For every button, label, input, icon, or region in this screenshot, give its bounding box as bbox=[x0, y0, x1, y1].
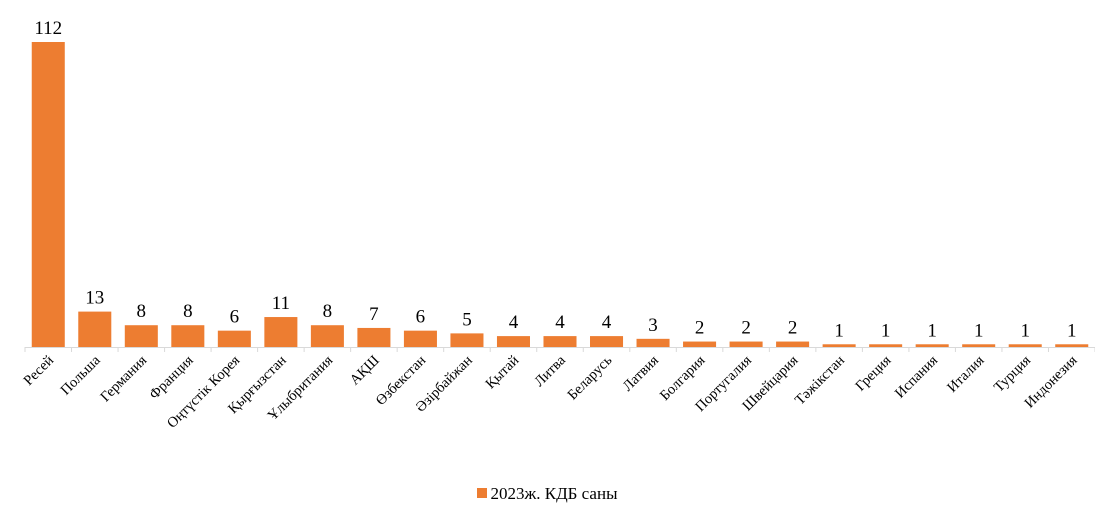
data-label: 4 bbox=[509, 312, 519, 333]
bar bbox=[915, 344, 949, 347]
data-label: 2 bbox=[741, 318, 751, 339]
bar bbox=[31, 42, 65, 347]
data-label: 112 bbox=[34, 18, 62, 39]
category-label: Турция bbox=[991, 352, 1034, 395]
category-label: Италия bbox=[944, 352, 988, 396]
data-label: 1 bbox=[927, 320, 937, 341]
bar bbox=[822, 344, 856, 347]
data-label: 8 bbox=[137, 301, 147, 322]
data-label: 4 bbox=[555, 312, 565, 333]
bar bbox=[1008, 344, 1042, 347]
bar bbox=[217, 330, 251, 347]
bar bbox=[962, 344, 996, 347]
legend-swatch bbox=[477, 488, 488, 498]
data-label: 2 bbox=[788, 318, 798, 339]
category-label: Латвия bbox=[620, 352, 662, 394]
bar bbox=[1055, 344, 1089, 347]
data-label: 11 bbox=[272, 293, 290, 314]
category-label: АҚШ bbox=[347, 352, 383, 388]
bar bbox=[776, 341, 810, 347]
data-label: 4 bbox=[602, 312, 612, 333]
data-label: 6 bbox=[230, 307, 240, 328]
bars-group bbox=[31, 42, 1089, 347]
bar bbox=[264, 317, 298, 347]
category-label: Ресей bbox=[21, 352, 58, 389]
data-label: 1 bbox=[974, 320, 984, 341]
bar bbox=[310, 325, 344, 347]
bar bbox=[124, 325, 158, 347]
category-label: Қытай bbox=[483, 352, 523, 392]
legend: 2023ж. КДБ саны bbox=[0, 484, 1095, 504]
bar bbox=[403, 330, 437, 347]
bar bbox=[450, 333, 484, 347]
bar bbox=[869, 344, 903, 347]
data-label: 1 bbox=[1020, 320, 1030, 341]
bar bbox=[496, 336, 530, 347]
category-label: Тәжікстан bbox=[792, 352, 848, 408]
data-label: 13 bbox=[85, 288, 104, 309]
data-label: 8 bbox=[183, 301, 193, 322]
legend-label: 2023ж. КДБ саны bbox=[490, 484, 618, 503]
bar bbox=[636, 338, 670, 347]
category-label: Германия bbox=[97, 352, 150, 405]
data-label: 5 bbox=[462, 309, 472, 330]
bar bbox=[357, 327, 391, 347]
category-label: Польша bbox=[58, 352, 104, 398]
bar bbox=[729, 341, 763, 347]
category-label: Литва bbox=[531, 352, 569, 390]
data-label: 6 bbox=[416, 307, 426, 328]
bar bbox=[683, 341, 717, 347]
data-label: 2 bbox=[695, 318, 705, 339]
data-label: 8 bbox=[323, 301, 333, 322]
data-label: 7 bbox=[369, 304, 379, 325]
category-label: Беларусь bbox=[565, 352, 616, 403]
data-label: 1 bbox=[881, 320, 891, 341]
x-axis-ticks bbox=[24, 347, 1095, 352]
bar bbox=[543, 336, 577, 347]
category-label: Испания bbox=[892, 352, 941, 401]
data-label: 1 bbox=[1067, 320, 1077, 341]
bar bbox=[590, 336, 624, 347]
category-label: Греция bbox=[853, 352, 895, 394]
data-label: 3 bbox=[648, 315, 658, 336]
bar bbox=[78, 311, 112, 347]
data-label: 1 bbox=[834, 320, 844, 341]
bar bbox=[171, 325, 205, 347]
